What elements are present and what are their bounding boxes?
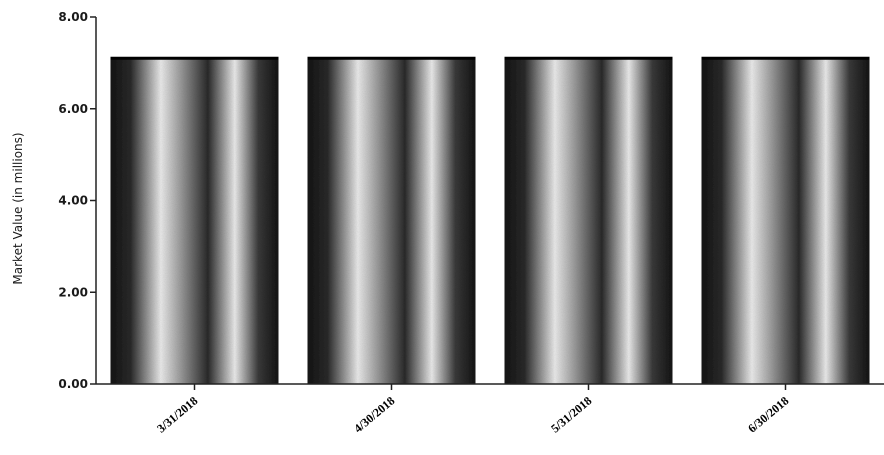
y-tick-label: 0.00: [58, 377, 88, 391]
bar: [110, 58, 279, 384]
y-tick-label: 2.00: [58, 285, 88, 299]
y-axis-ticks: 0.00 2.00 4.00 6.00 8.00: [58, 10, 96, 391]
bar: [504, 58, 673, 384]
bars-layer: [110, 56, 870, 384]
bar: [307, 58, 476, 384]
y-tick-label: 6.00: [58, 102, 88, 116]
y-tick-label: 8.00: [58, 10, 88, 24]
x-tick-label: 5/31/2018: [548, 394, 594, 436]
y-tick-label: 4.00: [58, 194, 88, 208]
x-axis-ticks: 3/31/2018 4/30/2018 5/31/2018 6/30/2018: [154, 384, 791, 436]
bar: [701, 58, 870, 384]
x-tick-label: 3/31/2018: [154, 394, 200, 436]
x-tick-label: 4/30/2018: [351, 394, 397, 436]
x-tick-label: 6/30/2018: [745, 394, 791, 436]
y-axis-label: Market Value (in millions): [11, 132, 25, 284]
